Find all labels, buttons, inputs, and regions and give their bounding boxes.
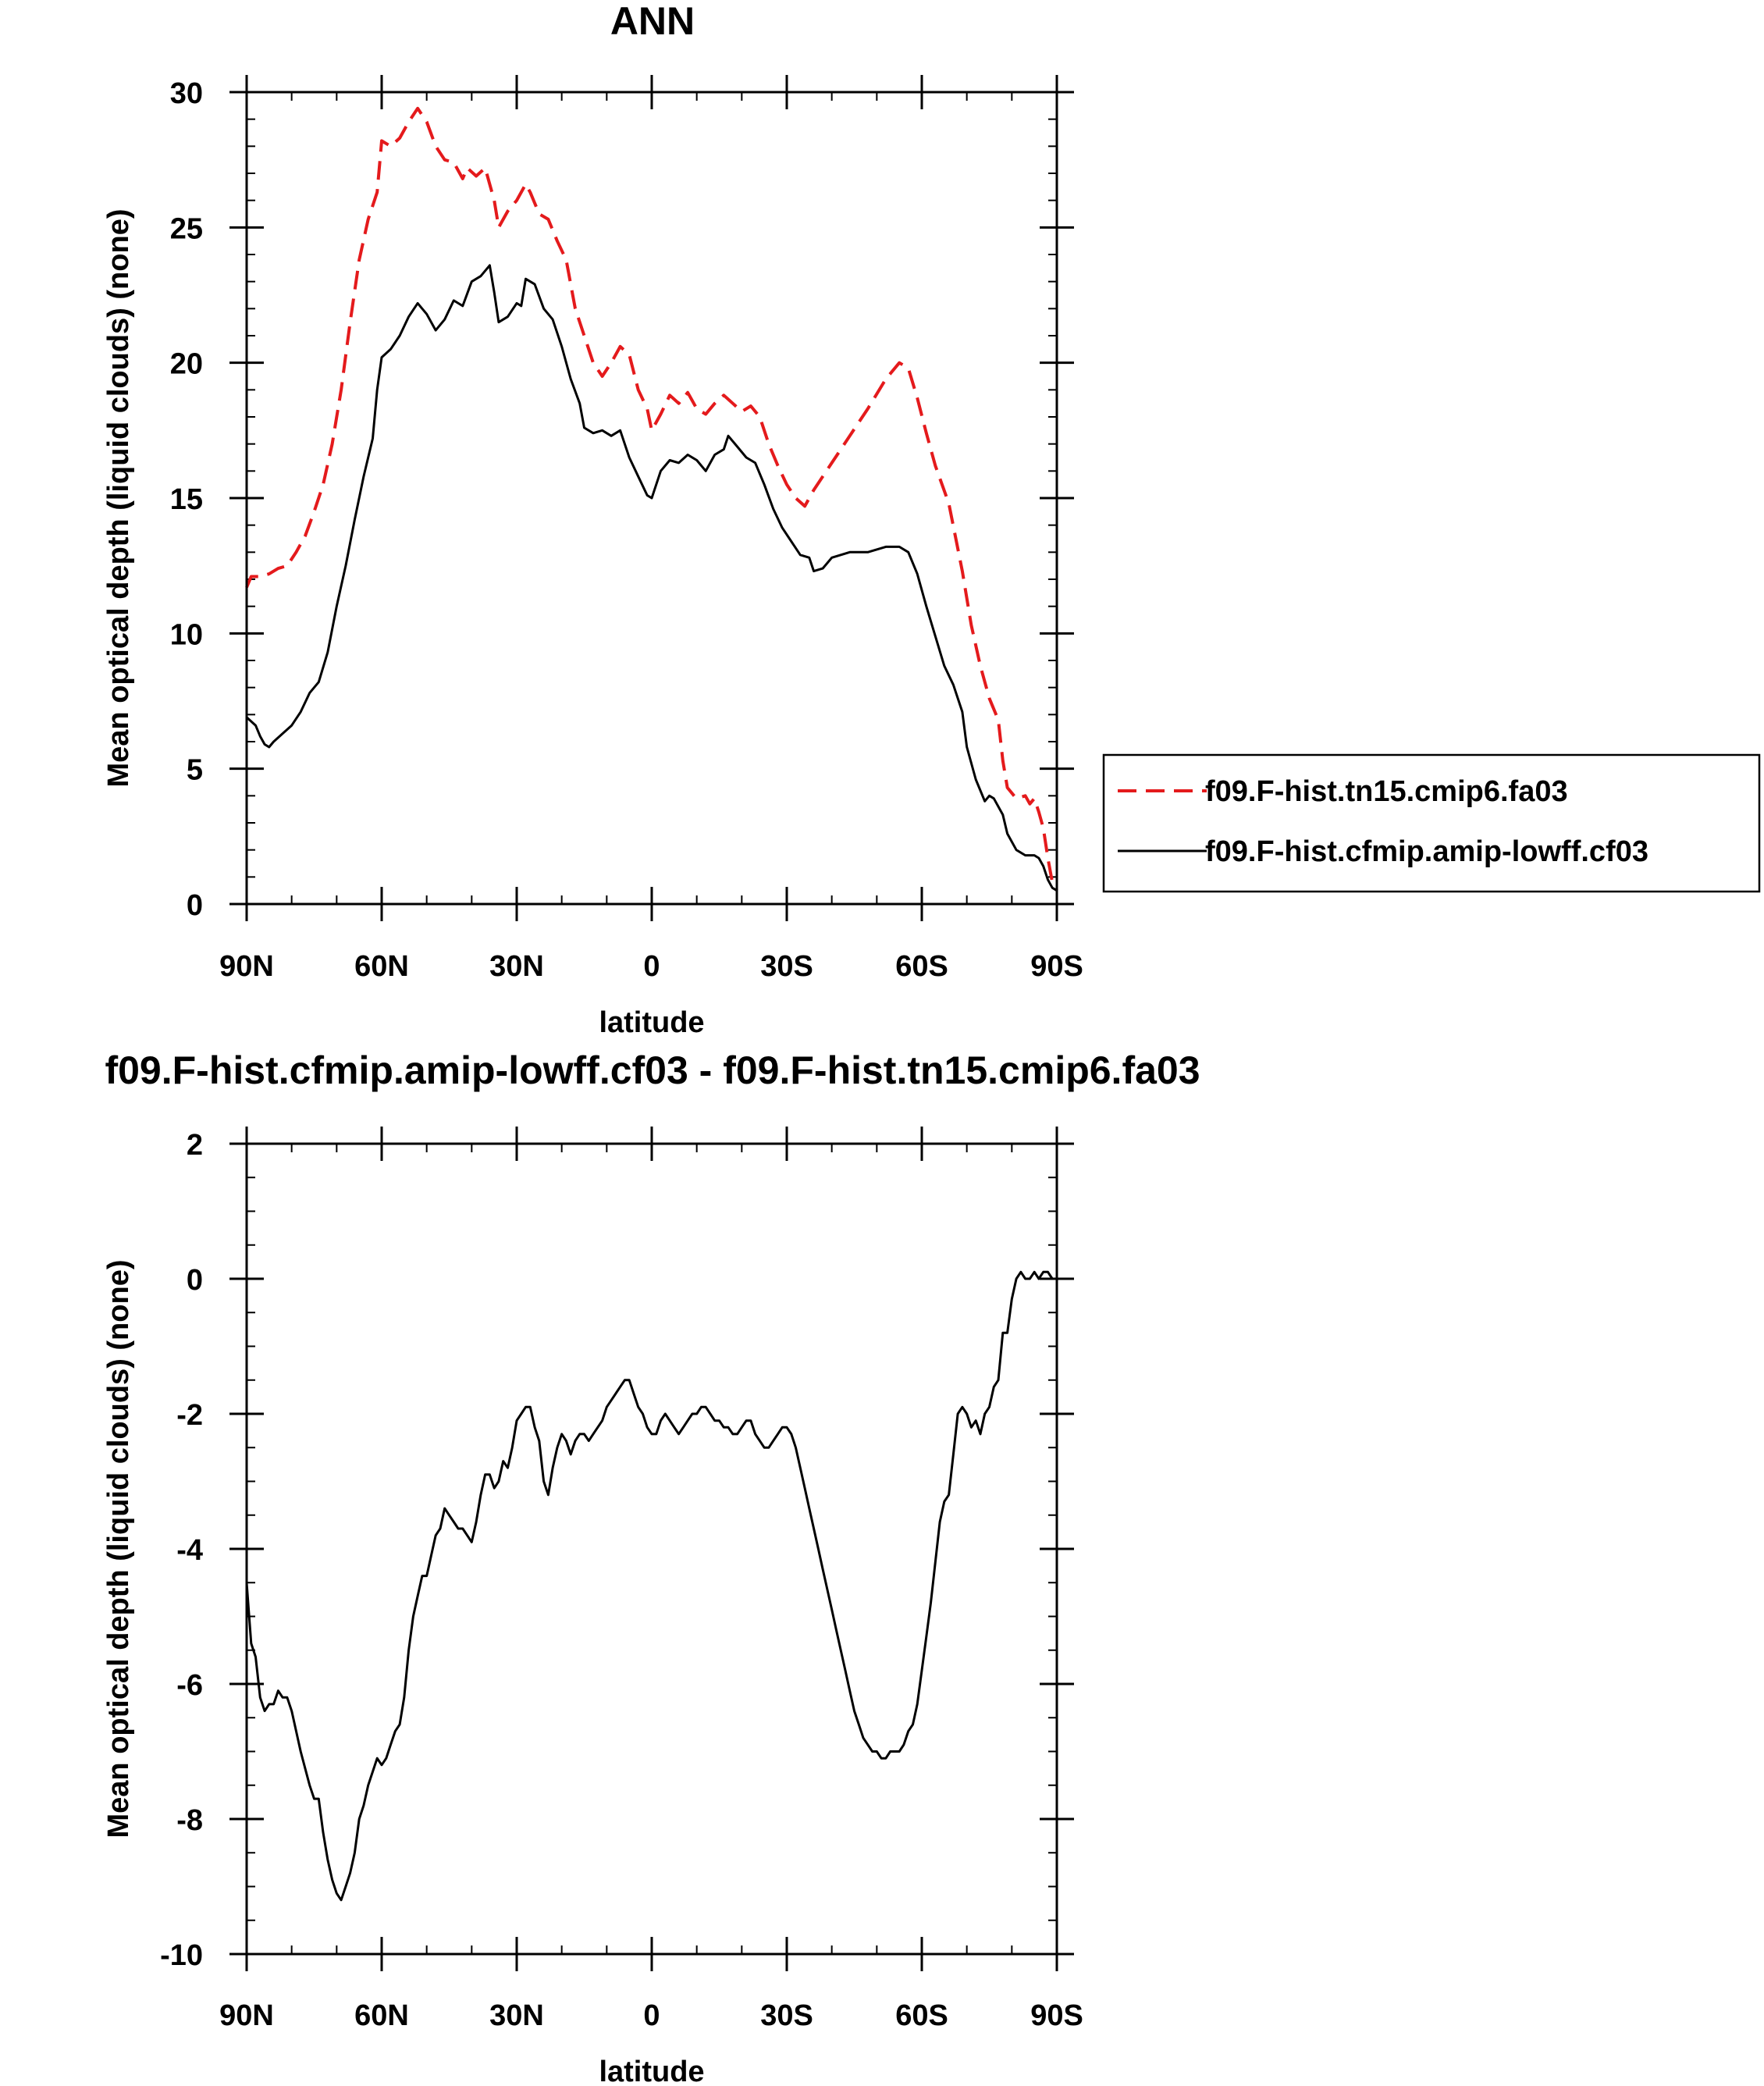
top-y-tick-label: 5	[187, 754, 203, 787]
top-y-tick-label: 30	[170, 77, 203, 110]
bottom-x-tick-label: 0	[643, 1999, 660, 2032]
bottom-y-tick-label: -4	[176, 1534, 203, 1567]
top-y-axis-label: Mean optical depth (liquid clouds) (none…	[102, 209, 135, 788]
top-x-tick-label: 90N	[219, 950, 274, 983]
top-x-tick-label: 30N	[489, 950, 544, 983]
top-x-tick-label: 30S	[760, 950, 813, 983]
top-x-tick-label: 0	[643, 950, 660, 983]
bottom-x-axis-label: latitude	[599, 2056, 704, 2086]
legend-box	[1102, 753, 1761, 893]
top-y-tick-label: 25	[170, 212, 203, 245]
top-y-tick-label: 15	[170, 483, 203, 516]
bottom-y-axis-label: Mean optical depth (liquid clouds) (none…	[102, 1260, 135, 1839]
top-x-axis-label: latitude	[599, 1006, 704, 1039]
top-series-line-2	[245, 264, 1058, 892]
bottom-x-tick-label: 30N	[489, 1999, 544, 2032]
top-y-tick-labels: 0 5 10 15 20 25 30	[170, 77, 203, 922]
bottom-series-group	[245, 1270, 1057, 1902]
bottom-title: f09.F-hist.cfmip.amip-lowff.cf03 - f09.F…	[105, 1048, 1200, 1092]
bottom-y-tick-label: 0	[187, 1264, 203, 1297]
bottom-x-tick-labels: 90N 60N 30N 0 30S 60S 90S	[219, 1999, 1083, 2032]
top-series-line-1	[245, 106, 1058, 892]
bottom-x-tick-label: 60S	[895, 1999, 948, 2032]
bottom-x-tick-label: 60N	[354, 1999, 409, 2032]
bottom-series-line-1	[245, 1270, 1057, 1902]
bottom-y-tick-label: -2	[176, 1399, 203, 1432]
bottom-y-tick-labels: -10 -8 -6 -4 -2 0 2	[160, 1129, 203, 1972]
top-plot-frame	[245, 91, 1058, 906]
legend-label-series-2: f09.F-hist.cfmip.amip-lowff.cf03	[1205, 835, 1648, 868]
top-x-tick-label: 60N	[354, 950, 409, 983]
top-series-group	[245, 106, 1058, 892]
legend: f09.F-hist.tn15.cmip6.fa03 f09.F-hist.cf…	[1102, 753, 1761, 893]
bottom-plot-frame	[245, 1142, 1058, 1956]
bottom-y-tick-label: -8	[176, 1804, 203, 1837]
top-x-tick-labels: 90N 60N 30N 0 30S 60S 90S	[219, 950, 1083, 983]
top-x-tick-label: 90S	[1030, 950, 1083, 983]
top-y-tick-label: 0	[187, 889, 203, 922]
bottom-y-tick-label: 2	[187, 1129, 203, 1162]
top-x-tick-label: 60S	[895, 950, 948, 983]
top-title: ANN	[610, 0, 695, 43]
top-panel: ANN 0 5 10 15 20 25 30 90N 60N 30N 0 30S 60S 90S lat…	[102, 0, 1761, 1039]
bottom-x-tick-label: 90S	[1030, 1999, 1083, 2032]
legend-label-series-1: f09.F-hist.tn15.cmip6.fa03	[1205, 775, 1568, 808]
bottom-x-tick-label: 30S	[760, 1999, 813, 2032]
bottom-x-tick-label: 90N	[219, 1999, 274, 2032]
bottom-y-tick-label: -10	[160, 1939, 203, 1972]
top-y-tick-label: 10	[170, 618, 203, 651]
bottom-panel: f09.F-hist.cfmip.amip-lowff.cf03 - f09.F…	[102, 1048, 1200, 2086]
bottom-y-tick-label: -6	[176, 1669, 203, 1702]
top-y-tick-label: 20	[170, 348, 203, 381]
